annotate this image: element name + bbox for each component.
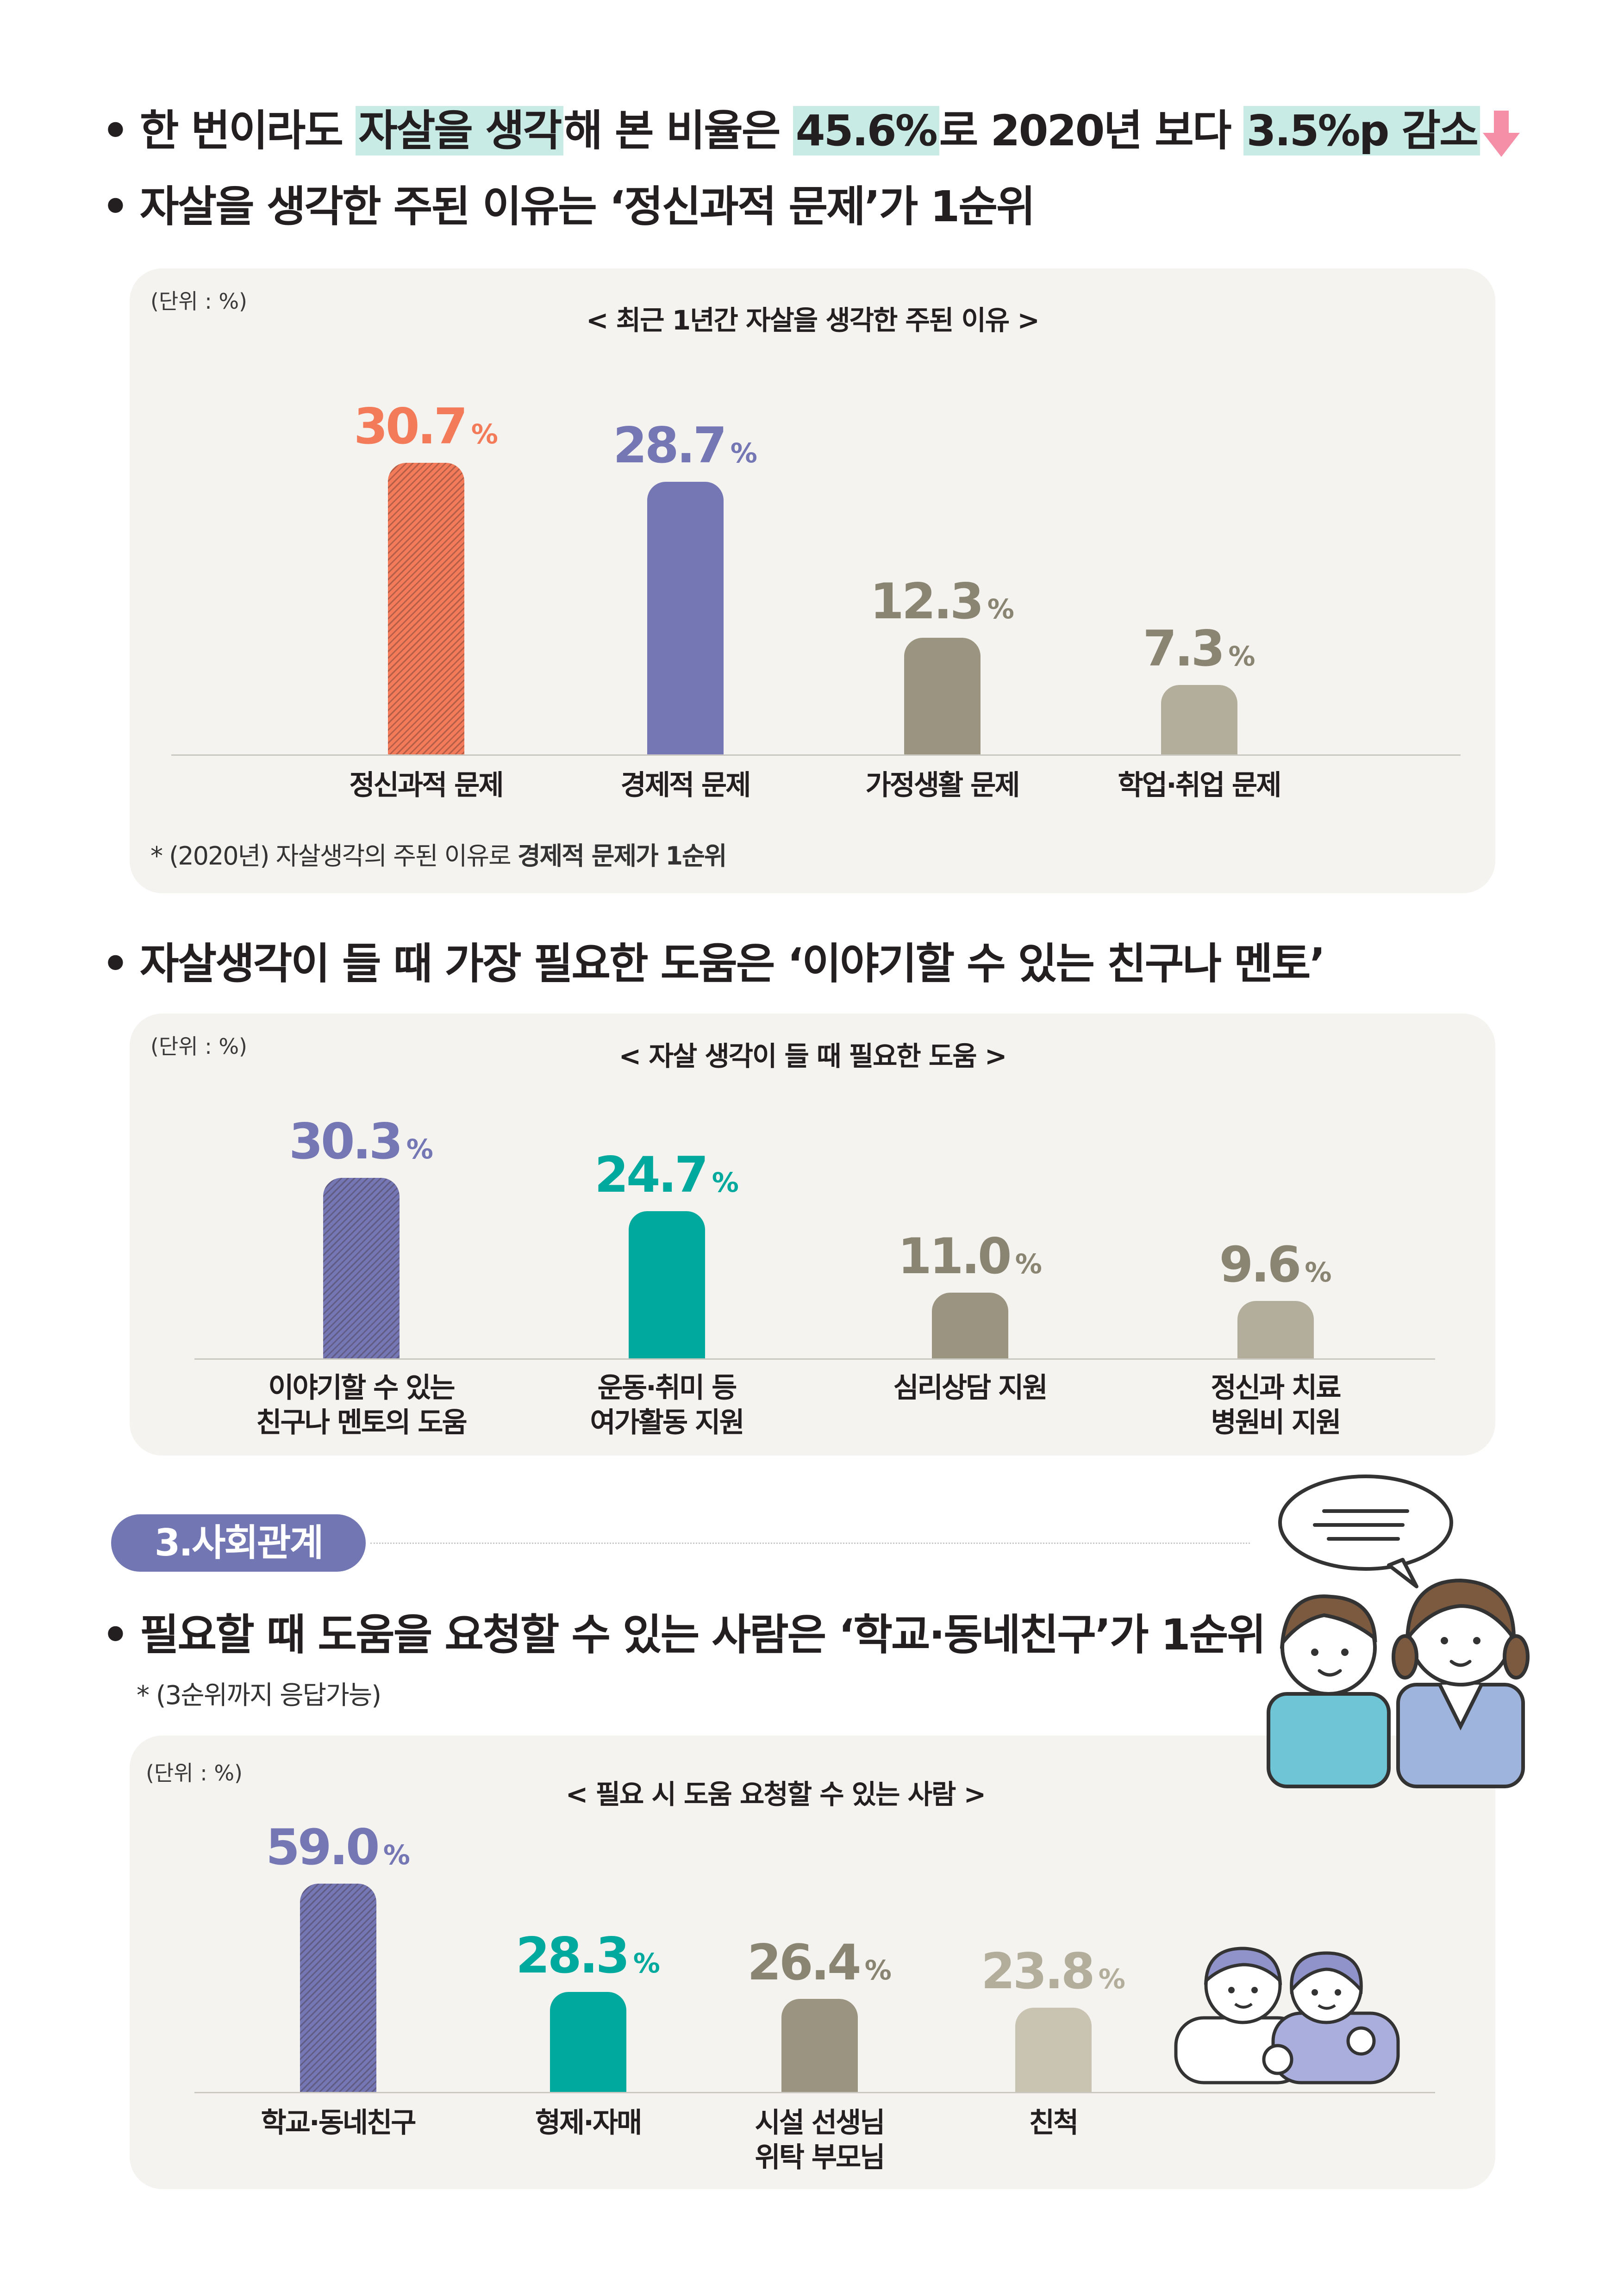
headline-3: • 자살생각이 들 때 가장 필요한 도움은 ‘이야기할 수 있는 친구나 멘토’: [102, 939, 1325, 989]
multi-answer-note: * (3순위까지 응답가능): [137, 1680, 381, 1711]
percent-sign: %: [730, 437, 757, 469]
down-arrow-icon: [1482, 110, 1520, 157]
value-label-1: 30.3%: [245, 1113, 477, 1170]
value-label-3: 26.4%: [704, 1934, 935, 1991]
value-number: 59.0: [266, 1819, 380, 1876]
value-number: 26.4: [747, 1934, 862, 1991]
percent-sign: %: [1098, 1963, 1125, 1995]
category-label-4: 학업·취업 문제: [1118, 769, 1282, 802]
category-label-1: 정신과적 문제: [349, 769, 504, 802]
bar-1: [387, 463, 464, 754]
value-label-1: 30.7%: [310, 398, 542, 455]
percent-sign: %: [712, 1167, 739, 1199]
bar-4: [1237, 1301, 1314, 1358]
highlight-suicide-thought: 자살을 생각: [356, 106, 564, 156]
category-label-4: 정신과 치료 병원비 지원: [1211, 1372, 1342, 1439]
category-label-1: 학교·동네친구: [261, 2107, 417, 2139]
percent-sign: %: [1228, 641, 1255, 672]
highlight-decrease: 3.5%p 감소: [1243, 106, 1480, 156]
chart-panel-reasons: (단위 : %) < 최근 1년간 자살을 생각한 주된 이유 > * (202…: [130, 268, 1495, 893]
value-label-2: 28.7%: [569, 417, 801, 474]
bar-2: [647, 482, 724, 754]
percent-sign: %: [1015, 1248, 1042, 1280]
value-label-3: 11.0%: [854, 1228, 1086, 1285]
headline-2: • 자살을 생각한 주된 이유는 ‘정신과적 문제’가 1순위: [102, 182, 1036, 231]
value-label-2: 28.3%: [472, 1927, 704, 1984]
section-badge: 3.사회관계: [111, 1514, 366, 1572]
x-axis-line: [194, 2092, 1435, 2093]
value-number: 30.7: [354, 398, 468, 455]
category-label-4: 친척: [1029, 2107, 1079, 2139]
chart-note: * (2020년) 자살생각의 주된 이유로 경제적 문제가 1순위: [150, 841, 727, 871]
value-label-4: 23.8%: [937, 1943, 1169, 2000]
percent-sign: %: [406, 1133, 433, 1165]
category-label-3: 가정생활 문제: [865, 769, 1020, 802]
bar-3: [931, 1293, 1008, 1358]
value-label-1: 59.0%: [222, 1819, 454, 1876]
value-number: 7.3: [1143, 620, 1225, 678]
unit-label: (단위 : %): [146, 1761, 243, 1786]
value-number: 9.6: [1219, 1236, 1302, 1294]
section-divider: [370, 1543, 1250, 1544]
unit-label: (단위 : %): [150, 1034, 247, 1059]
bar-1: [300, 1884, 376, 2092]
bar-3: [781, 1998, 858, 2092]
value-number: 11.0: [898, 1228, 1012, 1285]
value-label-2: 24.7%: [551, 1146, 782, 1203]
category-label-2: 운동·취미 등 여가활동 지원: [590, 1372, 744, 1439]
kids-illustration: [1267, 1475, 1530, 1788]
value-number: 30.3: [289, 1113, 403, 1170]
bar-1: [323, 1178, 400, 1358]
bar-4: [1015, 2008, 1092, 2092]
percent-sign: %: [383, 1839, 410, 1871]
category-label-2: 경제적 문제: [620, 769, 751, 802]
value-number: 12.3: [870, 572, 984, 630]
highlight-rate: 45.6%: [793, 106, 939, 156]
percent-sign: %: [987, 593, 1014, 625]
x-axis-line: [194, 1358, 1435, 1360]
value-label-3: 12.3%: [826, 573, 1058, 630]
bar-2: [628, 1211, 705, 1358]
headline-4: • 필요할 때 도움을 요청할 수 있는 사람은 ‘학교·동네친구’가 1순위: [102, 1610, 1266, 1660]
value-number: 28.7: [613, 417, 727, 474]
category-label-3: 시설 선생님 위탁 부모님: [755, 2107, 886, 2174]
percent-sign: %: [1305, 1257, 1332, 1288]
percent-sign: %: [471, 418, 498, 450]
headline-1: • 한 번이라도 자살을 생각해 본 비율은 45.6%로 2020년 보다 3.…: [102, 106, 1520, 157]
category-label-2: 형제·자매: [535, 2107, 643, 2139]
chart-panel-help: (단위 : %) < 자살 생각이 들 때 필요한 도움 > 30.3% 이야기할…: [130, 1014, 1495, 1456]
category-label-1: 이야기할 수 있는 친구나 멘토의 도움: [256, 1372, 467, 1439]
percent-sign: %: [633, 1948, 660, 1979]
chart-title: < 자살 생각이 들 때 필요한 도움 >: [618, 1040, 1007, 1072]
value-number: 24.7: [594, 1146, 709, 1204]
bar-4: [1161, 685, 1237, 754]
bar-2: [550, 1992, 626, 2092]
hug-illustration: [1174, 1947, 1400, 2084]
percent-sign: %: [864, 1954, 892, 1986]
bar-3: [904, 637, 981, 754]
value-number: 28.3: [516, 1927, 630, 1985]
chart-title: < 최근 1년간 자살을 생각한 주된 이유 >: [586, 305, 1040, 336]
unit-label: (단위 : %): [150, 289, 247, 314]
category-label-3: 심리상담 지원: [893, 1372, 1048, 1404]
value-label-4: 7.3%: [1083, 620, 1315, 677]
value-label-4: 9.6%: [1160, 1236, 1391, 1293]
chart-title: < 필요 시 도움 요청할 수 있는 사람 >: [565, 1779, 986, 1810]
x-axis-line: [171, 754, 1461, 756]
value-number: 23.8: [981, 1943, 1095, 2000]
